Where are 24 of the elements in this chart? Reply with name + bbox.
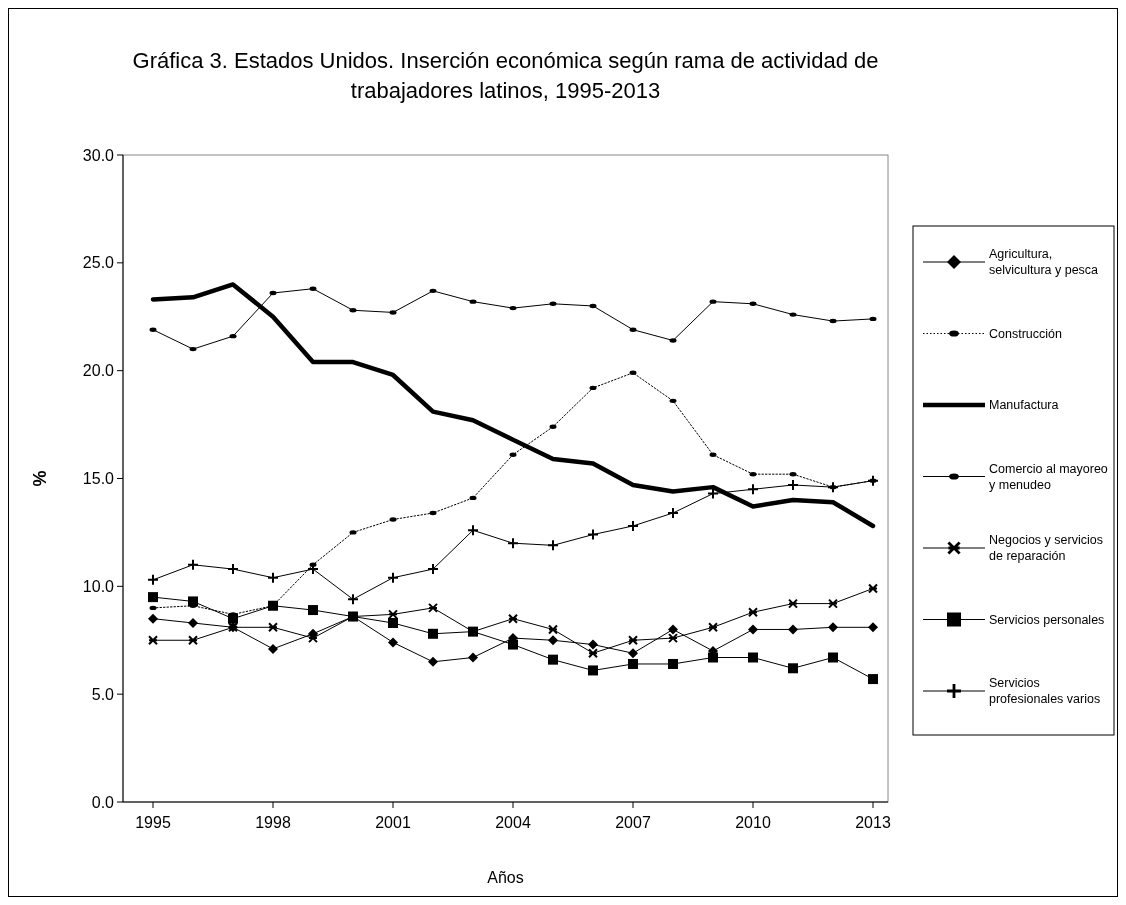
legend-label: Negocios y servicios de reparación	[989, 533, 1103, 564]
chart-title: Gráfica 3. Estados Unidos. Inserción económica según rama de actividad de trabajadores latinos, 1995-2013	[132, 48, 879, 103]
y-tick-label: 0.0	[91, 793, 115, 811]
y-tick-label: 15.0	[82, 470, 115, 488]
x-tick-label: 2013	[855, 814, 891, 831]
x-axis-title: Años	[487, 869, 524, 886]
x-tick-label: 1995	[135, 814, 171, 831]
legend-label: Comercio al mayoreo y menudeo	[989, 461, 1108, 492]
y-tick-label: 30.0	[82, 146, 115, 164]
x-tick-label: 2001	[375, 814, 411, 831]
y-tick-label: 25.0	[82, 254, 115, 272]
y-axis-title: %	[30, 470, 50, 487]
x-tick-label: 2004	[495, 814, 531, 831]
y-tick-label: 5.0	[91, 685, 115, 703]
legend-label: Manufactura	[989, 398, 1059, 413]
x-tick-label: 2010	[735, 814, 771, 831]
legend-label: Agricultura, selvicultura y pesca	[989, 247, 1099, 278]
y-tick-label: 20.0	[82, 362, 115, 380]
legend-label: Servicios personales	[989, 612, 1105, 627]
legend-label: Construcción	[989, 326, 1062, 341]
legend-label: Servicios profesionales varios	[989, 676, 1101, 707]
x-tick-label: 2007	[615, 814, 651, 831]
y-tick-label: 10.0	[82, 577, 115, 595]
x-tick-label: 1998	[255, 814, 291, 831]
